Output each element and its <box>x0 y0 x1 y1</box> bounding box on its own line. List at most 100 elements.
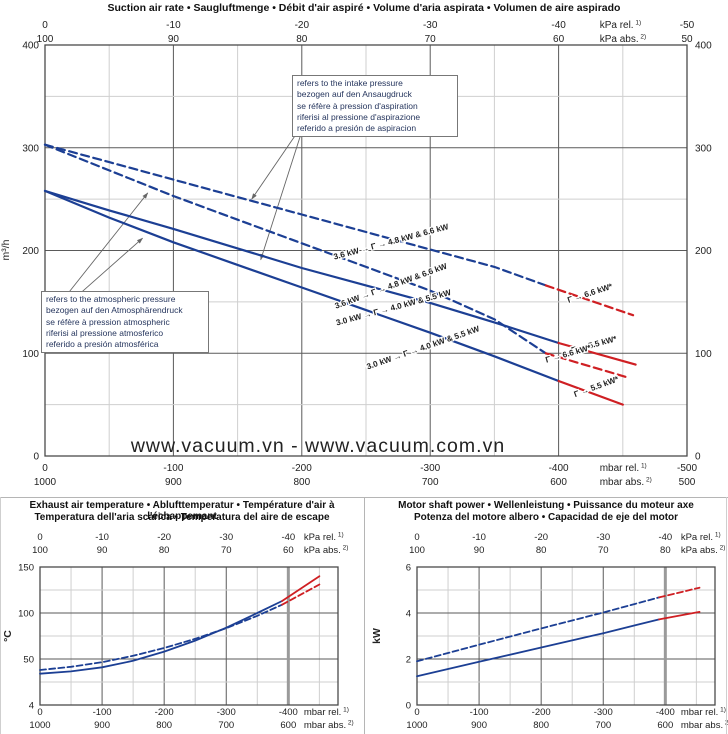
x-tick-label: 80 <box>660 545 671 556</box>
x-tick-label: -30 <box>596 532 610 543</box>
note-intake-pressure: refers to the intake pressure bezogen au… <box>292 75 458 138</box>
series-50hz-temperature <box>39 600 283 675</box>
x-tick-label: -20 <box>157 532 171 543</box>
x-tick-label: -300 <box>420 463 440 474</box>
y-axis-unit-label: °C <box>2 630 14 642</box>
axis-unit-label: mbar rel. 1) <box>681 707 726 719</box>
exhaust-temp-chart-title-line1: Exhaust air temperature • Ablufttemperat… <box>29 500 335 522</box>
series-60hz-power <box>416 596 660 663</box>
axis-unit-label: kPa abs. 2) <box>681 545 726 557</box>
x-tick-label: -400 <box>656 707 675 718</box>
x-tick-label: -20 <box>295 20 310 31</box>
y-axis-unit-label: m³/h <box>0 239 12 260</box>
exhaust-temp-chart-title-line2: Temperatura dell'aria scarica • Temperat… <box>34 512 330 523</box>
x-tick-label: 0 <box>414 532 419 543</box>
y-tick-label: 4 <box>406 609 411 620</box>
x-tick-label: -30 <box>423 20 438 31</box>
motor-power-chart-title-line1: Motor shaft power • Wellenleistung • Pui… <box>398 500 694 511</box>
series-50hz-power-ext <box>658 611 701 621</box>
y-tick-label: 0 <box>33 452 39 463</box>
y-tick-label: 100 <box>22 349 39 360</box>
series-50hz-atmospheric-ext <box>557 379 624 406</box>
section-divider-middle <box>364 497 365 734</box>
x-tick-label: 70 <box>221 545 232 556</box>
x-tick-label: -100 <box>163 463 183 474</box>
x-tick-label: -400 <box>549 463 569 474</box>
annotation-arrow <box>69 192 149 292</box>
x-tick-label: 90 <box>474 545 485 556</box>
x-tick-label: 90 <box>97 545 108 556</box>
series-60hz-intake-ext <box>544 284 635 317</box>
y-tick-label-right: 300 <box>695 143 712 154</box>
axis-unit-label: mbar rel. 1) <box>600 463 647 475</box>
x-tick-label: 600 <box>657 720 673 731</box>
axis-unit-label: kPa abs. 2) <box>304 545 349 557</box>
x-tick-label: 600 <box>550 477 567 488</box>
x-tick-label: 800 <box>293 477 310 488</box>
series-60hz-intake <box>43 143 547 287</box>
axis-unit-label: kPa abs. 2) <box>600 34 647 46</box>
y-tick-label: 200 <box>22 246 39 257</box>
x-tick-label: 1000 <box>29 720 50 731</box>
x-tick-label: 80 <box>159 545 170 556</box>
annotation-arrow <box>260 135 301 261</box>
x-tick-label: -40 <box>281 532 295 543</box>
x-tick-label: -200 <box>292 463 312 474</box>
annotation-arrow <box>81 237 144 292</box>
suction-air-rate-chart: www.vacuum.vn - www.vacuum.com.vn3.6 kW … <box>0 20 712 489</box>
y-tick-label: 100 <box>18 609 34 620</box>
x-tick-label: -200 <box>155 707 174 718</box>
x-tick-label: 800 <box>533 720 549 731</box>
x-tick-label: -30 <box>219 532 233 543</box>
y-tick-label-right: 100 <box>695 349 712 360</box>
x-tick-label: 800 <box>156 720 172 731</box>
y-tick-label: 150 <box>18 563 34 574</box>
curve-label-60hz-intake-ext: Γ → 6.6 kW* <box>566 282 614 305</box>
series-60hz-temperature-ext <box>281 583 321 606</box>
x-tick-label: -20 <box>534 532 548 543</box>
axis-unit-label: kPa rel. 1) <box>600 20 642 32</box>
x-tick-label: 100 <box>409 545 425 556</box>
y-tick-label: 300 <box>22 143 39 154</box>
axis-unit-label: mbar rel. 1) <box>304 707 349 719</box>
x-tick-label: -10 <box>166 20 181 31</box>
x-tick-label: 1000 <box>34 477 57 488</box>
x-tick-label: 500 <box>679 477 696 488</box>
x-tick-label: 600 <box>280 720 296 731</box>
plot-frame <box>39 566 339 706</box>
x-tick-label: -100 <box>470 707 489 718</box>
x-tick-label: 0 <box>37 532 42 543</box>
axis-unit-label: mbar abs. 2) <box>600 477 652 489</box>
axis-unit-label: mbar abs. 2) <box>681 720 728 732</box>
x-tick-label: 60 <box>553 34 565 45</box>
series-50hz-intake <box>43 189 560 345</box>
x-tick-label: 900 <box>94 720 110 731</box>
x-tick-label: 80 <box>296 34 308 45</box>
x-tick-label: 700 <box>422 477 439 488</box>
x-tick-label: 0 <box>37 707 42 718</box>
series-50hz-atmospheric <box>43 189 560 383</box>
series-50hz-power <box>416 618 660 678</box>
x-tick-label: 900 <box>165 477 182 488</box>
note-atmospheric-pressure: refers to the atmospheric pressure bezog… <box>41 291 209 354</box>
x-tick-label: -400 <box>279 707 298 718</box>
y-tick-label-right: 400 <box>695 41 712 52</box>
x-tick-label: -40 <box>658 532 672 543</box>
x-tick-label: -300 <box>217 707 236 718</box>
x-tick-label: 700 <box>595 720 611 731</box>
axis-unit-label: mbar abs. 2) <box>304 720 354 732</box>
x-tick-label: -10 <box>95 532 109 543</box>
x-tick-label: 50 <box>681 34 693 45</box>
x-tick-label: 80 <box>536 545 547 556</box>
y-tick-label: 6 <box>406 563 411 574</box>
series-50hz-intake-ext <box>557 341 637 366</box>
x-tick-label: 70 <box>425 34 437 45</box>
x-tick-label: 900 <box>471 720 487 731</box>
y-tick-label: 50 <box>23 655 34 666</box>
y-tick-label-right: 0 <box>695 452 701 463</box>
x-tick-label: 1000 <box>406 720 427 731</box>
motor-power-chart-title-line2: Potenza del motore albero • Capacidad de… <box>413 512 679 523</box>
suction-chart-title: Suction air rate • Saugluftmenge • Débit… <box>107 2 621 14</box>
x-tick-label: -40 <box>551 20 566 31</box>
